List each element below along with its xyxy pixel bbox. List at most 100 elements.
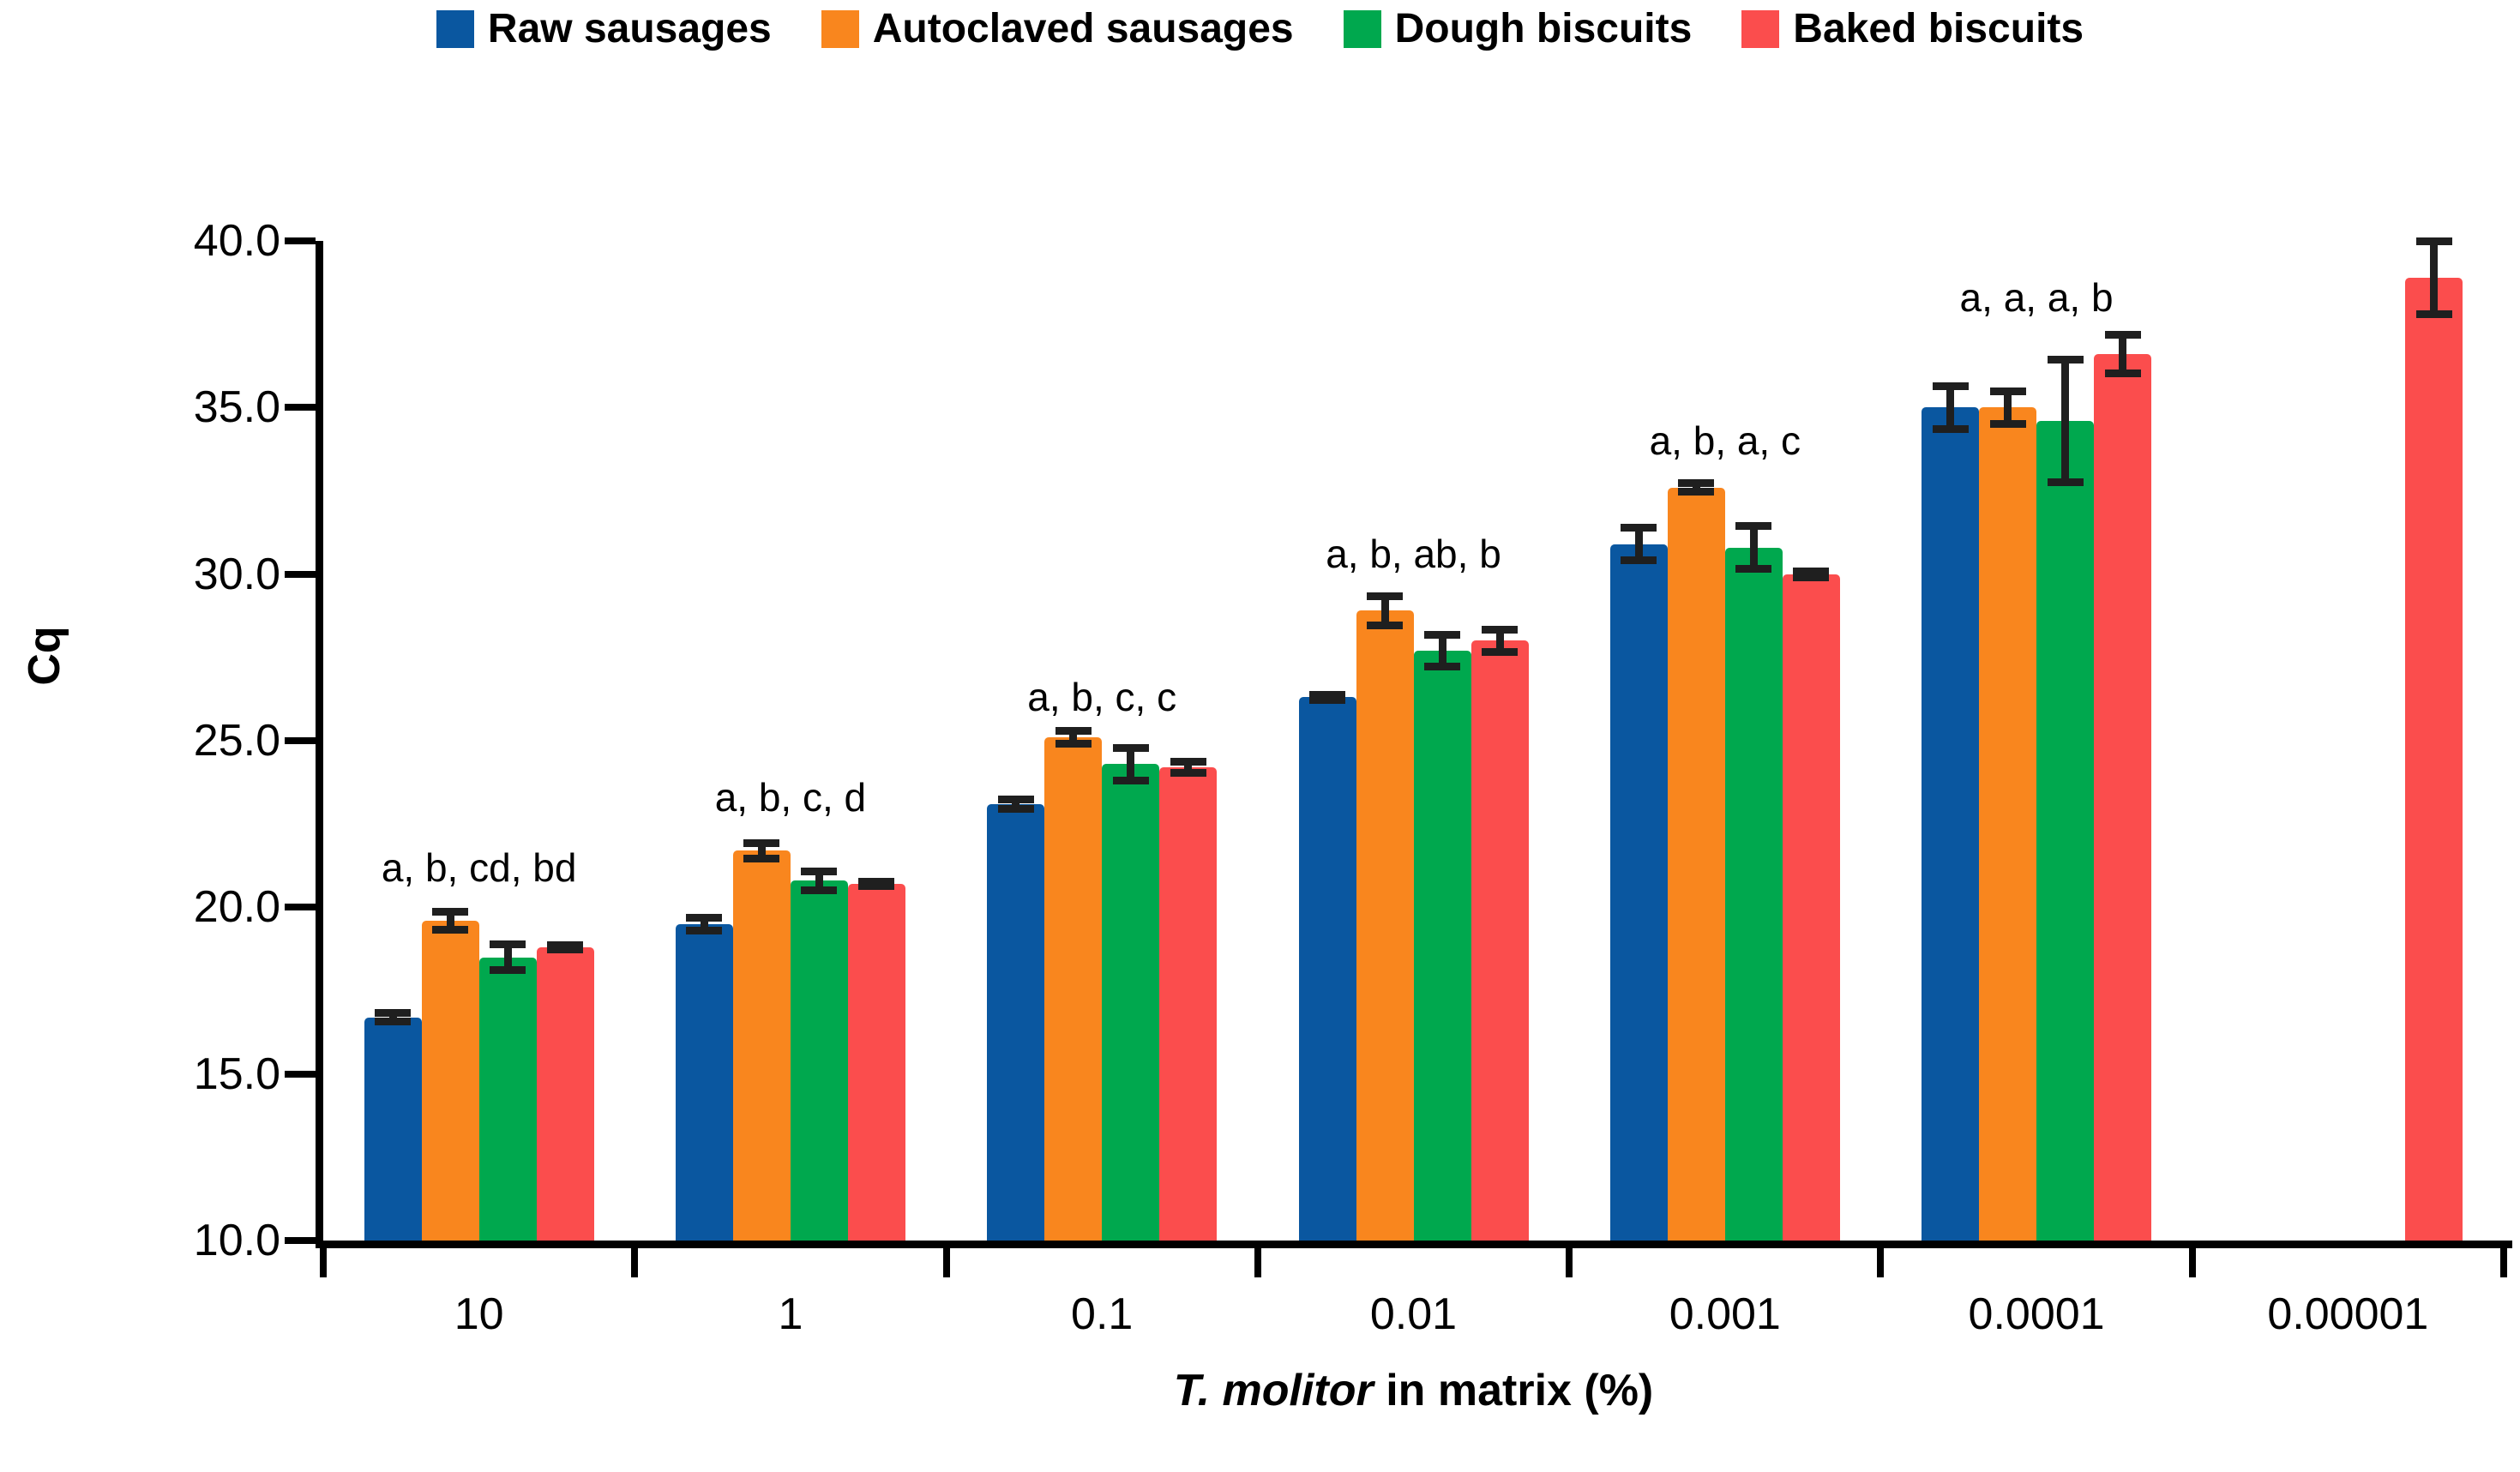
error-bar-cap-top [1482,625,1518,634]
y-tick-label: 10.0 [193,1216,280,1265]
error-bar-cap-bottom [375,1018,412,1026]
legend-item-raw-sausages: Raw sausages [436,5,772,52]
error-bar-cap-top [1793,567,1830,575]
x-axis-title-species: T. molitor [1173,1366,1374,1415]
group-annotation: a, b, ab, b [1326,532,1501,577]
group-annotation: a, b, c, d [714,775,867,820]
error-bar-cap-bottom [1482,648,1518,656]
error-bar-cap-bottom [1932,424,1969,433]
x-tick [2188,1248,2196,1277]
x-axis-title: T. molitor in matrix (%) [323,1365,2504,1416]
error-bar-cap-bottom [1170,769,1206,778]
x-tick [1566,1248,1573,1277]
x-tick [1877,1248,1885,1277]
error-bar-cap-bottom [858,882,895,891]
group-annotation: a, a, a, b [1959,275,2114,321]
error-bar-cap-top [490,940,526,949]
error-bar-cap-top [1170,758,1206,766]
error-bar-cap-bottom [801,886,838,894]
legend: Raw sausages Autoclaved sausages Dough bis… [0,5,2520,52]
error-bar-cap-top [801,867,838,875]
legend-swatch-dough-biscuits [1343,9,1381,48]
error-bar-cap-top [1112,743,1149,752]
bar-baked-biscuits-0.00001 [2405,277,2463,1241]
error-bar-line [1184,761,1193,774]
error-bar-line [1692,482,1700,493]
bar-autoclaved-sausages-0.001 [1667,487,1725,1241]
error-bar-cap-bottom [1735,564,1772,573]
error-bar-line [446,910,454,930]
y-tick [285,904,316,911]
error-bar-cap-top [2047,355,2084,363]
error-bar-cap-bottom [2104,370,2141,378]
bar-raw-sausages-0.0001 [1922,407,1980,1241]
error-bar-cap-bottom [432,925,469,934]
bar-raw-sausages-1 [675,923,733,1241]
x-tick-label-0.00001: 0.00001 [2267,1289,2429,1339]
error-bar-cap-top [375,1008,412,1017]
y-tick-label: 15.0 [193,1048,280,1099]
error-bar-line [2430,241,2439,315]
error-bar-line [2119,333,2127,375]
x-tick-label-1: 1 [778,1289,803,1339]
error-bar-line [388,1012,397,1023]
y-tick [285,1237,316,1244]
bar-autoclaved-sausages-0.1 [1044,737,1103,1241]
legend-swatch-autoclaved-sausages [821,9,859,48]
error-bar-line [1069,730,1078,744]
error-bar-cap-bottom [1309,696,1345,705]
y-tick [285,737,316,744]
error-bar-cap-top [1424,630,1460,639]
y-tick-label: 35.0 [193,382,280,433]
bar-dough-biscuits-0.0001 [2036,420,2095,1241]
error-bar-line [1438,634,1446,668]
legend-swatch-baked-biscuits [1741,9,1780,48]
error-bar-cap-top [2415,237,2452,245]
error-bar-line [1495,628,1504,652]
y-tick [285,404,316,412]
x-tick-label-0.01: 0.01 [1369,1289,1458,1339]
error-bar-cap-top [432,907,469,916]
bar-autoclaved-sausages-0.01 [1356,610,1414,1241]
bar-autoclaved-sausages-0.0001 [1979,407,2037,1241]
y-axis-line [316,241,323,1248]
error-bar-cap-bottom [1424,663,1460,671]
bar-raw-sausages-10 [364,1017,422,1241]
error-bar-line [503,944,512,971]
error-bar-cap-bottom [1367,621,1403,629]
error-bar-cap-bottom [1793,573,1830,581]
legend-swatch-raw-sausages [436,9,474,48]
y-tick [285,570,316,578]
x-tick-label-0.1: 0.1 [1071,1289,1134,1339]
error-bar-cap-bottom [686,926,723,934]
error-bar-cap-top [547,940,584,949]
bar-raw-sausages-0.01 [1298,697,1356,1241]
bar-autoclaved-sausages-1 [732,850,791,1241]
bar-baked-biscuits-0.0001 [2094,354,2152,1241]
bar-raw-sausages-0.1 [987,803,1045,1241]
group-annotation: a, b, c, c [1027,675,1177,720]
error-bar-cap-top [686,913,723,922]
error-bar-line [1012,799,1020,809]
bar-dough-biscuits-0.01 [1413,651,1471,1241]
y-tick [285,1070,316,1078]
error-bar-cap-top [1932,382,1969,391]
error-bar-line [815,870,823,891]
error-bar-cap-bottom [1055,739,1092,748]
bar-dough-biscuits-0.1 [1102,764,1160,1241]
bar-dough-biscuits-10 [478,957,537,1241]
error-bar-cap-top [1989,387,2026,395]
bar-raw-sausages-0.001 [1609,544,1668,1241]
error-bar-cap-bottom [1112,776,1149,784]
error-bar-cap-top [997,796,1034,804]
x-tick [2500,1248,2507,1277]
error-bar-line [2004,390,2012,424]
x-tick [942,1248,950,1277]
x-tick [631,1248,639,1277]
error-bar-cap-top [1055,727,1092,736]
y-tick-label: 25.0 [193,716,280,766]
x-tick-label-0.001: 0.001 [1669,1289,1781,1339]
legend-label: Baked biscuits [1793,6,2084,51]
error-bar-cap-top [2104,330,2141,339]
